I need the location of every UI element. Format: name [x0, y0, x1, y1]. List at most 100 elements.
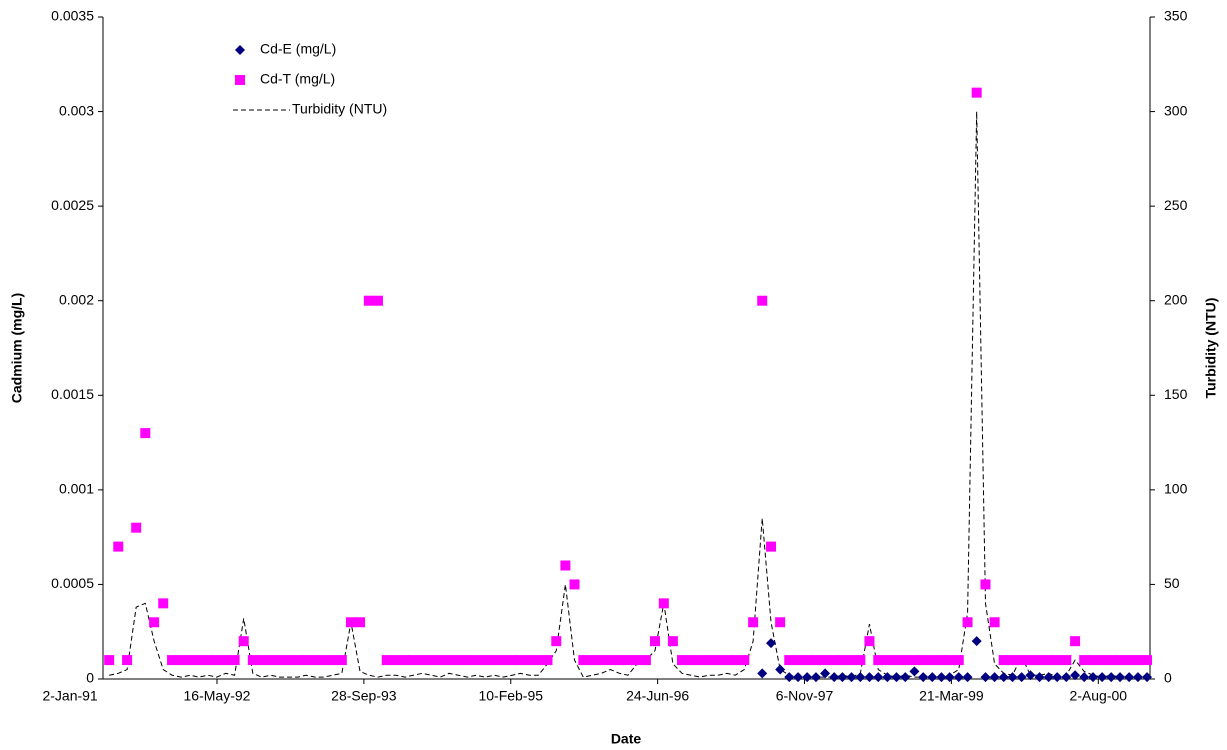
square-marker: [471, 655, 482, 666]
square-marker: [1132, 655, 1143, 666]
square-marker: [507, 655, 518, 666]
square-marker: [766, 541, 777, 552]
square-marker: [399, 655, 410, 666]
diamond-marker: [873, 672, 884, 683]
square-marker: [1079, 655, 1090, 666]
square-marker: [1061, 655, 1072, 666]
square-marker: [149, 617, 160, 628]
legend-label: Turbidity (NTU): [292, 101, 387, 117]
y2-tick-label: 200: [1164, 291, 1188, 307]
square-marker: [1088, 655, 1099, 666]
square-marker: [318, 655, 329, 666]
square-marker: [1025, 655, 1036, 666]
square-marker: [614, 655, 625, 666]
square-marker: [971, 87, 982, 98]
diamond-marker: [998, 672, 1009, 683]
square-marker: [944, 655, 955, 666]
diamond-marker: [846, 672, 857, 683]
square-marker: [489, 655, 500, 666]
square-marker: [274, 655, 285, 666]
square-marker: [802, 655, 813, 666]
x-tick-label: 16-May-92: [184, 688, 251, 704]
square-marker: [953, 655, 964, 666]
square-marker: [649, 636, 660, 647]
diamond-marker: [962, 672, 973, 683]
square-marker: [1070, 636, 1081, 647]
diamond-marker: [989, 672, 1000, 683]
y2-tick-label: 300: [1164, 102, 1188, 118]
square-marker: [882, 655, 893, 666]
square-marker: [578, 655, 589, 666]
square-marker: [820, 655, 831, 666]
y2-axis-title: Turbidity (NTU): [1203, 298, 1219, 399]
y-tick-label: 0.0015: [51, 386, 94, 402]
diamond-marker: [953, 672, 964, 683]
square-marker: [498, 655, 509, 666]
square-marker: [256, 655, 267, 666]
diamond-marker: [793, 672, 804, 683]
square-marker: [533, 655, 544, 666]
x-tick-label: 24-Jun-96: [626, 688, 689, 704]
legend-label: Cd-E (mg/L): [260, 41, 336, 57]
square-marker: [864, 636, 875, 647]
square-marker: [667, 636, 678, 647]
square-marker: [703, 655, 714, 666]
square-marker: [185, 655, 196, 666]
diamond-marker: [757, 668, 768, 679]
square-marker: [989, 617, 1000, 628]
square-marker: [748, 617, 759, 628]
turbidity-line: [109, 111, 1148, 678]
legend-label: Cd-T (mg/L): [260, 71, 335, 87]
square-marker: [542, 655, 553, 666]
diamond-marker: [980, 672, 991, 683]
square-marker: [292, 655, 303, 666]
y-tick-label: 0: [86, 670, 94, 686]
y-tick-label: 0.001: [59, 481, 94, 497]
square-marker: [810, 655, 821, 666]
square-marker: [122, 655, 133, 666]
diamond-marker: [829, 672, 840, 683]
square-marker: [158, 598, 169, 609]
square-marker: [417, 655, 428, 666]
diamond-marker: [1016, 672, 1027, 683]
square-marker: [390, 655, 401, 666]
y-tick-label: 0.003: [59, 102, 94, 118]
square-marker: [480, 655, 491, 666]
y-tick-label: 0.0005: [51, 575, 94, 591]
y2-tick-label: 150: [1164, 386, 1188, 402]
square-marker: [372, 295, 383, 306]
square-marker: [829, 655, 840, 666]
square-marker: [300, 655, 311, 666]
square-marker: [784, 655, 795, 666]
square-marker: [1034, 655, 1045, 666]
x-tick-label: 2-Aug-00: [1069, 688, 1127, 704]
square-marker: [927, 655, 938, 666]
diamond-marker: [882, 672, 893, 683]
diamond-marker: [1070, 670, 1081, 681]
square-marker: [328, 655, 339, 666]
square-marker: [658, 598, 669, 609]
square-marker: [936, 655, 947, 666]
y-tick-label: 0.002: [59, 291, 94, 307]
diamond-marker: [235, 45, 245, 55]
square-marker: [1043, 655, 1054, 666]
diamond-marker: [1132, 672, 1143, 683]
y-axis-title: Cadmium (mg/L): [9, 293, 25, 403]
diamond-marker: [864, 672, 875, 683]
square-marker: [336, 655, 347, 666]
x-tick-label: 21-Mar-99: [919, 688, 984, 704]
square-marker: [757, 295, 768, 306]
square-marker: [685, 655, 696, 666]
square-marker: [596, 655, 607, 666]
square-marker: [1097, 655, 1108, 666]
square-marker: [176, 655, 187, 666]
diamond-marker: [1106, 672, 1117, 683]
square-marker: [980, 579, 991, 590]
diamond-marker: [1079, 672, 1090, 683]
square-marker: [855, 655, 866, 666]
diamond-marker: [944, 672, 955, 683]
diamond-marker: [918, 672, 929, 683]
square-marker: [721, 655, 732, 666]
square-marker: [381, 655, 392, 666]
